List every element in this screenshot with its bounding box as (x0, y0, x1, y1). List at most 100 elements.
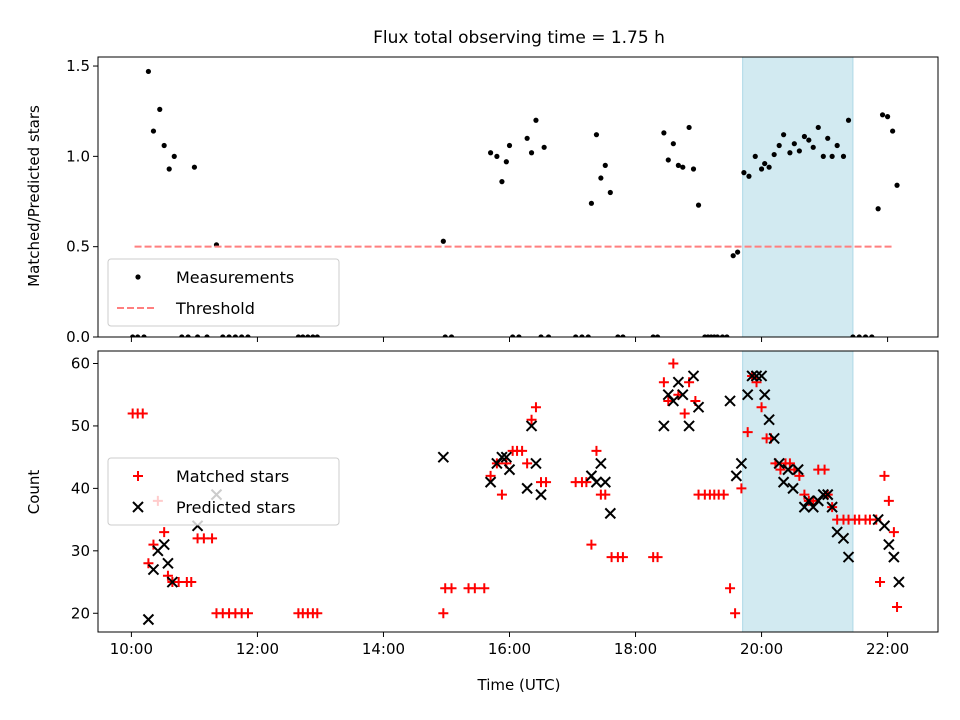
measurement-point (615, 334, 621, 337)
predicted-star-point (530, 457, 542, 470)
matched-star-point (799, 489, 810, 500)
bottom-y-axis-label: Count (25, 470, 43, 515)
measurement-point (157, 106, 163, 112)
matched-star-point (663, 395, 674, 406)
bottom-y-tick-label: 50 (71, 417, 90, 435)
predicted-star-point (826, 501, 838, 513)
predicted-star-point (142, 613, 155, 626)
matched-star-point (736, 483, 747, 494)
predicted-star-point (158, 538, 170, 551)
legend-marker-matched (133, 471, 143, 481)
measurement-point (226, 334, 232, 337)
measurement-point (661, 130, 667, 136)
matched-star-point (718, 489, 729, 500)
predicted-star-point (750, 370, 763, 382)
measurement-point (494, 153, 500, 159)
measurement-point (528, 150, 535, 156)
measurement-point (862, 334, 869, 337)
legend-label: Matched stars (176, 467, 289, 486)
measurement-point (161, 142, 167, 149)
predicted-star-point (817, 488, 830, 501)
measurement-point (300, 334, 306, 337)
bottom-shaded-region (742, 351, 854, 632)
measurement-point (602, 162, 608, 168)
measurement-point (680, 164, 686, 170)
top-y-tick-label: 0.0 (66, 328, 90, 346)
measurement-point (758, 166, 765, 172)
predicted-star-point (883, 538, 895, 551)
measurement-point (771, 151, 777, 158)
matched-star-point (242, 608, 253, 619)
matched-star-point (312, 608, 323, 619)
measurement-point (724, 334, 730, 337)
measurement-point (801, 133, 808, 140)
measurement-point (654, 334, 661, 337)
measurement-point (232, 334, 238, 337)
top-axes-frame (97, 56, 939, 338)
measurement-point (204, 334, 210, 337)
measurement-point (869, 334, 875, 337)
measurement-point (503, 159, 509, 165)
predicted-star-point (687, 370, 700, 382)
measurement-point (440, 238, 446, 244)
predicted-star-point (166, 576, 179, 588)
measurement-point (516, 334, 522, 337)
predicted-star-point (741, 389, 754, 401)
measurement-point (598, 175, 604, 181)
measurement-point (579, 334, 585, 337)
matched-star-point (541, 477, 552, 488)
legend-marker-measurements (135, 274, 141, 280)
predicted-star-point (842, 551, 855, 563)
measurement-point (894, 182, 900, 188)
measurement-point (834, 142, 840, 149)
bottom-y-tick-label: 30 (71, 542, 90, 560)
measurement-point (538, 334, 544, 337)
top-legend: Measurements Threshold (107, 258, 340, 327)
measurement-point (310, 334, 316, 337)
measurement-point (829, 153, 835, 159)
matched-star-point (479, 583, 490, 594)
measurement-point (690, 166, 697, 172)
matched-star-point (446, 583, 457, 594)
measurement-point (533, 117, 539, 123)
measurement-point (145, 68, 152, 75)
measurement-point (762, 160, 768, 167)
predicted-star-point (878, 520, 891, 532)
predicted-star-point (535, 488, 547, 501)
measurement-point (665, 157, 671, 163)
predicted-star-point (595, 457, 607, 470)
measurement-point (545, 334, 552, 337)
x-tick-label: 20:00 (740, 640, 783, 658)
measurement-point (305, 334, 311, 337)
x-axis-label: Time (UTC) (477, 676, 561, 694)
matched-star-point (730, 608, 741, 619)
predicted-star-point (437, 451, 450, 463)
measurement-point (191, 164, 198, 170)
bottom-plot-area (127, 351, 905, 632)
bottom-legend-frame (107, 457, 340, 526)
predicted-star-point (787, 482, 799, 495)
matched-star-point (668, 358, 679, 369)
matched-star-point (469, 583, 480, 594)
bottom-axes-frame (97, 350, 939, 633)
measurement-point (448, 334, 455, 337)
predicted-star-point (782, 463, 794, 476)
predicted-star-point (763, 413, 775, 426)
matched-star-point (581, 477, 592, 488)
matched-star-point (600, 489, 611, 500)
matched-star-point (756, 402, 767, 413)
measurement-point (820, 153, 826, 159)
matched-star-point (517, 445, 528, 456)
predicted-star-point (735, 457, 748, 470)
measurement-point (171, 153, 177, 159)
matched-star-point (530, 402, 541, 413)
measurement-point (714, 334, 721, 337)
x-tick-label: 18:00 (614, 640, 657, 658)
measurement-point (220, 334, 226, 337)
measurement-point (735, 249, 741, 255)
predicted-star-point (683, 420, 695, 432)
measurement-point (585, 334, 591, 337)
matched-star-point (207, 533, 218, 544)
measurement-point (185, 334, 191, 337)
